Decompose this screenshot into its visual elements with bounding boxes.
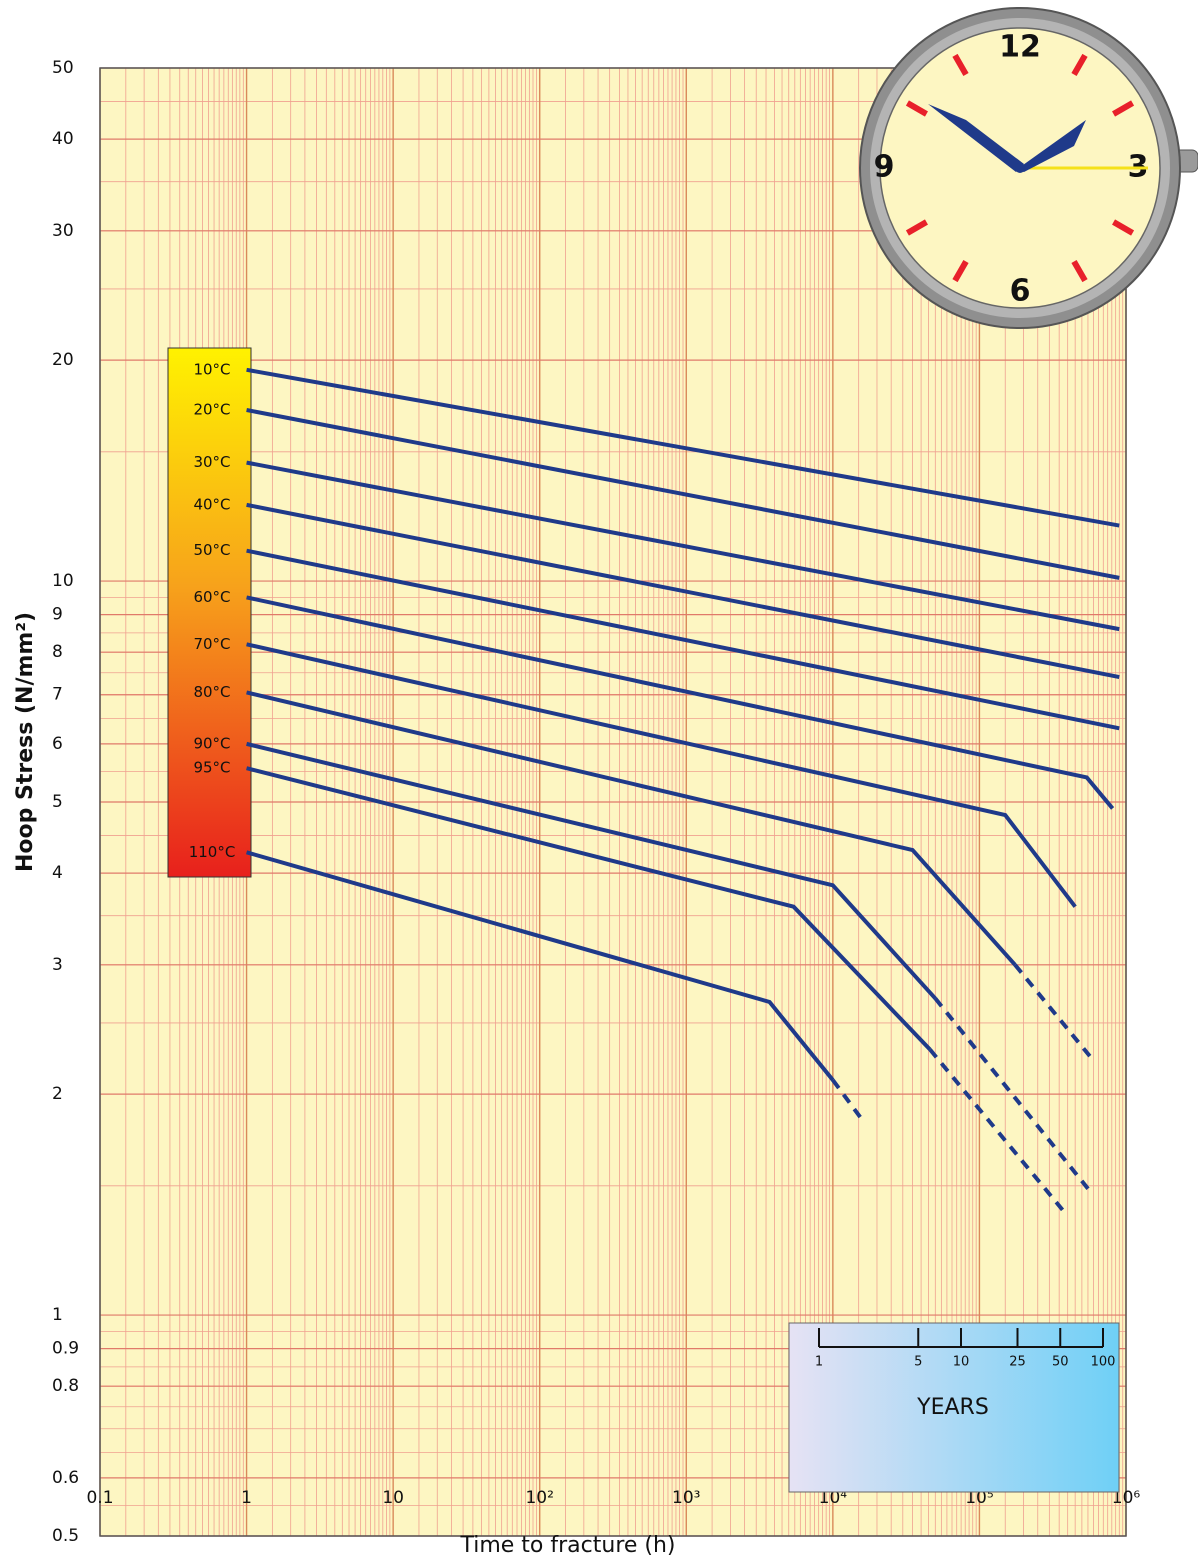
clock-ticks	[905, 53, 1135, 283]
clock-tick	[952, 260, 969, 283]
clock-numeral: 12	[999, 30, 1041, 65]
y-tick-label: 30	[52, 221, 74, 241]
extrapolated-line	[1013, 963, 1093, 1060]
clock-tick	[905, 219, 928, 236]
clock-minute-hand	[1016, 120, 1086, 172]
legend-label: 80°C	[193, 683, 230, 701]
series-line	[246, 367, 1120, 528]
y-tick-label: 10	[52, 571, 74, 591]
y-tick-label: 8	[52, 642, 63, 662]
years-tick-label: 50	[1052, 1355, 1069, 1370]
series-line	[246, 408, 1120, 580]
extrapolated-line	[831, 1078, 864, 1121]
y-tick-label: 0.6	[52, 1468, 79, 1488]
x-tick-label: 1	[241, 1488, 252, 1508]
x-tick-label: 10³	[672, 1488, 700, 1508]
years-tick-label: 1	[815, 1355, 823, 1370]
y-tick-label: 9	[52, 605, 63, 625]
y-tick-label: 0.5	[52, 1526, 79, 1546]
x-axis-title: Time to fracture (h)	[459, 1533, 675, 1558]
clock-tick	[1112, 100, 1135, 117]
clock-numeral: 6	[1010, 274, 1031, 309]
series-line	[246, 690, 1017, 967]
y-axis-title: Hoop Stress (N/mm²)	[13, 612, 38, 872]
clock: 12 3 6 9	[859, 7, 1198, 329]
y-tick-label: 40	[52, 129, 74, 149]
labels: 0.1 1 10 10² 10³ 10⁴ 10⁵ 10⁶ 0.5 0.6 0.8 0.9 1 2 3 4 5 6 7…	[52, 58, 1140, 1546]
legend-label: 60°C	[193, 588, 230, 606]
clock-tick	[1071, 53, 1088, 76]
y-tick-label: 50	[52, 58, 74, 78]
y-tick-label: 4	[52, 863, 63, 883]
years-inset: YEARS 1 5 10 25 50 100	[788, 1322, 1120, 1493]
clock-hour-hand	[928, 104, 1024, 172]
x-tick-label: 0.1	[86, 1488, 113, 1508]
plot-frame	[99, 67, 1127, 1537]
series-line	[246, 850, 835, 1082]
years-tick-label: 10	[953, 1355, 970, 1370]
legend-label: 20°C	[193, 401, 230, 419]
y-tick-label: 1	[52, 1305, 63, 1325]
legend-label: 30°C	[193, 453, 230, 471]
y-tick-label: 5	[52, 792, 63, 812]
series-line	[246, 595, 1115, 810]
series-line	[246, 460, 1120, 632]
legend-label: 10°C	[193, 360, 230, 378]
x-tick-label: 10⁶	[1112, 1488, 1141, 1508]
series-line	[246, 642, 1077, 908]
y-tick-label: 20	[52, 350, 74, 370]
series-line	[246, 766, 932, 1051]
series-line	[246, 502, 1120, 679]
series-line	[246, 741, 937, 1000]
legend-label: 90°C	[193, 734, 230, 752]
x-tick-label: 10⁵	[965, 1488, 993, 1508]
clock-tick	[952, 53, 969, 76]
y-tick-label: 3	[52, 955, 63, 975]
years-tick-label: 100	[1091, 1355, 1116, 1370]
series-lines	[246, 367, 1120, 1212]
extrapolated-line	[933, 997, 1091, 1192]
clock-tick	[1112, 219, 1135, 236]
legend-label: 50°C	[193, 541, 230, 559]
legend-label: 110°C	[189, 843, 236, 861]
temperature-bar	[167, 347, 252, 878]
series-line	[246, 548, 1120, 731]
y-tick-label: 6	[52, 734, 63, 754]
clock-numeral: 9	[874, 150, 895, 185]
x-tick-label: 10²	[525, 1488, 553, 1508]
years-tick-label: 5	[914, 1355, 922, 1370]
legend-label: 95°C	[193, 759, 230, 777]
clock-tick	[905, 100, 928, 117]
years-box	[788, 1322, 1120, 1493]
x-tick-label: 10	[382, 1488, 404, 1508]
years-title: YEARS	[916, 1395, 989, 1420]
y-tick-label: 0.9	[52, 1339, 79, 1359]
clock-tick	[1071, 260, 1088, 283]
y-tick-label: 0.8	[52, 1376, 79, 1396]
y-tick-label: 7	[52, 685, 63, 705]
legend-label: 70°C	[193, 635, 230, 653]
y-tick-label: 2	[52, 1084, 63, 1104]
legend-label: 40°C	[193, 495, 230, 513]
x-tick-label: 10⁴	[819, 1488, 848, 1508]
years-tick-label: 25	[1009, 1355, 1026, 1370]
clock-center	[1015, 163, 1025, 173]
